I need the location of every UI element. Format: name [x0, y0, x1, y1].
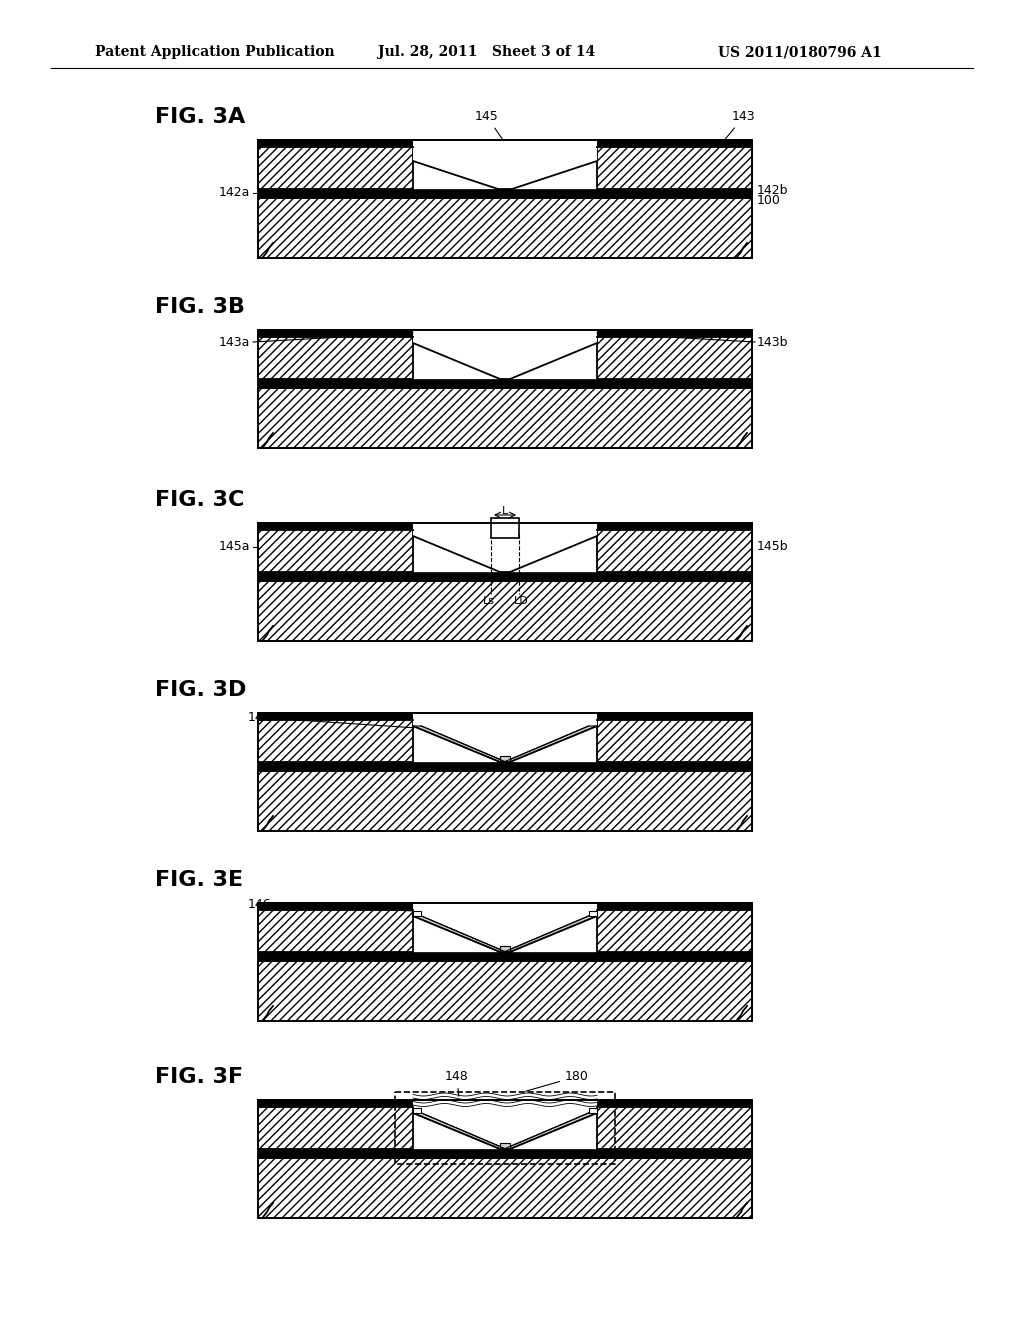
Bar: [413, 903, 597, 909]
Bar: [597, 713, 752, 762]
Text: 142a: 142a: [219, 186, 250, 199]
Bar: [258, 952, 752, 961]
Bar: [258, 523, 752, 531]
Text: FIG. 3E: FIG. 3E: [155, 870, 243, 890]
Bar: [258, 1100, 752, 1107]
Bar: [597, 140, 752, 189]
Bar: [258, 140, 413, 189]
Bar: [258, 713, 752, 719]
Bar: [258, 1148, 752, 1158]
Bar: [258, 903, 752, 1020]
Text: 148: 148: [445, 1071, 469, 1096]
Text: FIG. 3D: FIG. 3D: [155, 680, 247, 700]
Bar: [258, 903, 752, 909]
Bar: [258, 523, 413, 572]
Bar: [500, 756, 510, 762]
Bar: [258, 572, 752, 581]
Text: Patent Application Publication: Patent Application Publication: [95, 45, 335, 59]
Text: 143a: 143a: [219, 335, 250, 348]
Bar: [395, 1092, 615, 1164]
Polygon shape: [589, 1107, 597, 1113]
Bar: [258, 713, 413, 762]
Bar: [258, 140, 752, 147]
Polygon shape: [413, 140, 597, 189]
Polygon shape: [413, 1113, 506, 1148]
Bar: [258, 1158, 752, 1218]
Bar: [597, 903, 752, 952]
Bar: [258, 581, 752, 642]
Polygon shape: [504, 916, 597, 952]
Text: 100: 100: [757, 194, 781, 207]
Bar: [258, 713, 752, 832]
Bar: [258, 330, 752, 337]
Polygon shape: [413, 1107, 422, 1113]
Bar: [597, 1100, 752, 1148]
Bar: [597, 330, 752, 379]
Text: FIG. 3B: FIG. 3B: [155, 297, 245, 317]
Text: 144: 144: [248, 711, 415, 727]
Polygon shape: [413, 726, 506, 762]
Bar: [258, 903, 413, 952]
Text: Jul. 28, 2011   Sheet 3 of 14: Jul. 28, 2011 Sheet 3 of 14: [378, 45, 595, 59]
Bar: [258, 762, 752, 771]
Bar: [413, 713, 597, 719]
Polygon shape: [504, 726, 597, 762]
Bar: [490, 517, 519, 539]
Polygon shape: [413, 911, 422, 916]
Polygon shape: [413, 903, 597, 952]
Polygon shape: [413, 523, 597, 572]
Polygon shape: [413, 330, 597, 379]
Bar: [258, 330, 752, 447]
Bar: [258, 388, 752, 447]
Bar: [258, 961, 752, 1020]
Bar: [258, 1100, 752, 1218]
Bar: [413, 523, 597, 531]
Polygon shape: [504, 1113, 597, 1148]
Bar: [597, 523, 752, 572]
Bar: [258, 330, 413, 379]
Text: L: L: [502, 506, 508, 516]
Text: FIG. 3F: FIG. 3F: [155, 1067, 243, 1086]
Text: US 2011/0180796 A1: US 2011/0180796 A1: [718, 45, 882, 59]
Text: 143b: 143b: [757, 335, 788, 348]
Bar: [500, 946, 510, 952]
Text: 146: 146: [248, 898, 413, 911]
Text: FIG. 3A: FIG. 3A: [155, 107, 246, 127]
Bar: [258, 140, 752, 257]
Polygon shape: [589, 911, 597, 916]
Text: 180: 180: [525, 1071, 589, 1092]
Polygon shape: [413, 916, 506, 952]
Bar: [500, 1143, 510, 1148]
Text: LD: LD: [514, 597, 528, 606]
Bar: [258, 1100, 413, 1148]
Bar: [258, 198, 752, 257]
Text: FIG. 3C: FIG. 3C: [155, 490, 245, 510]
Bar: [258, 379, 752, 388]
Bar: [258, 771, 752, 832]
Text: 145b: 145b: [757, 540, 788, 553]
Text: 142b: 142b: [757, 183, 788, 197]
Bar: [258, 523, 752, 642]
Bar: [413, 330, 597, 337]
Bar: [413, 1100, 597, 1107]
Polygon shape: [413, 1100, 597, 1148]
Text: 143: 143: [724, 110, 756, 141]
Bar: [413, 140, 597, 147]
Polygon shape: [413, 713, 597, 762]
Text: 145a: 145a: [218, 540, 250, 553]
Bar: [258, 189, 752, 198]
Text: 145: 145: [475, 110, 504, 141]
Text: Ls: Ls: [483, 597, 495, 606]
